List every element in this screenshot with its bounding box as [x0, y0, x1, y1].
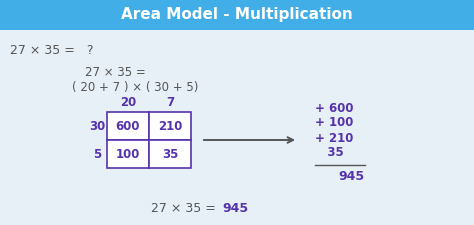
Text: 945: 945	[339, 169, 365, 182]
Text: 27 × 35 =: 27 × 35 =	[85, 65, 146, 79]
Text: 7: 7	[166, 97, 174, 110]
Text: 35: 35	[162, 148, 178, 160]
Bar	[149, 112, 191, 140]
Text: 100: 100	[116, 148, 140, 160]
Text: 945: 945	[222, 202, 248, 214]
Text: 210: 210	[158, 119, 182, 133]
Text: + 600: + 600	[315, 101, 354, 115]
Text: 5: 5	[93, 148, 101, 160]
Text: 600: 600	[116, 119, 140, 133]
Bar	[149, 140, 191, 168]
Text: 35: 35	[315, 146, 344, 160]
Bar	[107, 140, 149, 168]
Bar	[107, 112, 149, 140]
Text: Area Model - Multiplication: Area Model - Multiplication	[121, 7, 353, 22]
Text: + 210: + 210	[315, 131, 354, 144]
Text: 30: 30	[89, 119, 105, 133]
Bar	[0, 0, 474, 30]
Text: 20: 20	[120, 97, 136, 110]
Text: ( 20 + 7 ) × ( 30 + 5): ( 20 + 7 ) × ( 30 + 5)	[72, 81, 199, 94]
Text: 27 × 35 =   ?: 27 × 35 = ?	[10, 43, 93, 56]
Text: + 100: + 100	[315, 117, 354, 130]
Text: 27 × 35 =: 27 × 35 =	[151, 202, 220, 214]
